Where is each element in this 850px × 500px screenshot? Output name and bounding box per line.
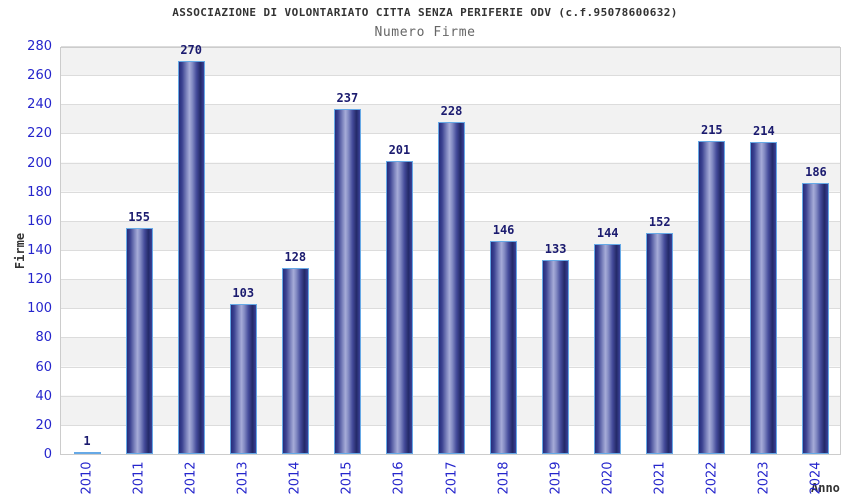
bar-2011 (125, 228, 153, 454)
y-tick-label: 280 (27, 39, 52, 54)
gridline (61, 104, 840, 106)
x-tick-label-2021: 2021 (652, 461, 668, 495)
y-tick-label: 60 (35, 359, 52, 375)
x-tick-label-2012: 2012 (183, 461, 199, 495)
x-tick-label-2022: 2022 (704, 461, 720, 495)
x-tick-label-2015: 2015 (339, 461, 355, 495)
x-tick-label-2024: 2024 (808, 461, 824, 495)
x-tick-label-2010: 2010 (79, 461, 95, 495)
bar-2012 (177, 60, 205, 454)
y-tick-label: 160 (27, 213, 52, 229)
bar-2023 (750, 142, 778, 454)
y-tick-label: 80 (35, 330, 52, 346)
bar-value-2015: 237 (336, 90, 359, 105)
bar-2014 (281, 267, 309, 454)
x-axis-title: Anno (811, 481, 840, 495)
bar-value-2017: 228 (440, 103, 463, 118)
bar-2024 (802, 182, 830, 454)
bar-2019 (542, 260, 570, 454)
bar-2013 (229, 303, 257, 454)
bar-value-2022: 215 (700, 122, 723, 137)
y-tick-label: 240 (27, 97, 52, 113)
y-tick-label: 40 (35, 388, 52, 404)
bar-2021 (646, 232, 674, 454)
x-tick-label-2011: 2011 (131, 461, 147, 495)
gridline (61, 75, 840, 77)
chart-subtitle: Numero Firme (374, 25, 476, 40)
bar-2010 (73, 452, 101, 454)
bar-value-2016: 201 (388, 143, 411, 158)
bar-value-2010: 1 (83, 434, 91, 448)
plot-area: 1 155 270 103 128 237 201 228 146 133 144 152 215 214… (60, 43, 841, 455)
bar-value-2014: 128 (284, 249, 307, 264)
x-tick-label-2017: 2017 (444, 461, 459, 495)
bar-value-2013: 103 (232, 285, 255, 300)
y-tick-label: 0 (43, 447, 52, 462)
bar-2020 (594, 244, 622, 454)
x-tick-label-2014: 2014 (287, 461, 303, 495)
gridline (61, 46, 840, 47)
bar-2018 (490, 241, 518, 454)
bar-value-2019: 133 (544, 242, 567, 257)
bar-value-2011: 155 (128, 210, 150, 225)
bar-2017 (438, 121, 465, 454)
x-tick-label-2016: 2016 (391, 461, 407, 495)
x-tick-label-2018: 2018 (496, 461, 512, 495)
chart-title: ASSOCIAZIONE DI VOLONTARIATO CITTA SENZA… (172, 6, 678, 19)
y-tick-label: 260 (27, 68, 52, 84)
y-tick-label: 20 (35, 417, 52, 433)
bar-2015 (333, 108, 361, 454)
bar-value-2018: 146 (492, 223, 515, 238)
bar-2022 (698, 140, 726, 454)
bar-value-2012: 270 (180, 42, 202, 57)
y-tick-label: 120 (27, 272, 52, 288)
y-tick-label: 220 (27, 126, 52, 142)
bar-value-2024: 186 (805, 164, 827, 179)
y-tick-label: 200 (27, 155, 52, 171)
bar-value-2023: 214 (753, 124, 775, 139)
x-tick-label-2013: 2013 (235, 461, 251, 495)
y-tick-label: 100 (27, 301, 52, 317)
bar-value-2020: 144 (596, 226, 619, 241)
x-tick-label-2023: 2023 (756, 461, 772, 495)
x-tick-label-2020: 2020 (600, 461, 616, 495)
x-tick-label-2019: 2019 (548, 461, 564, 495)
bar-value-2021: 152 (648, 214, 671, 229)
y-tick-label: 140 (27, 243, 52, 258)
y-tick-label: 180 (27, 184, 52, 200)
bar-2016 (385, 161, 413, 454)
